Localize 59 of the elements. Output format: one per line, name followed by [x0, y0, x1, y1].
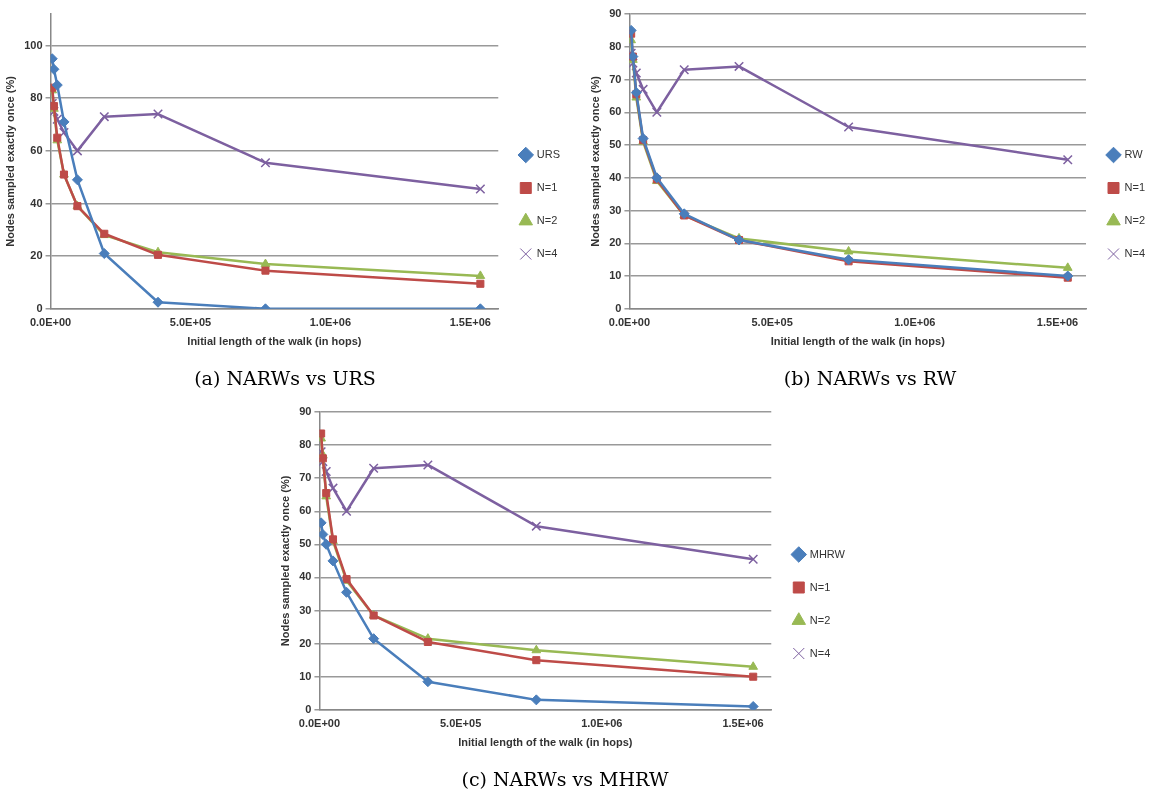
y-tick-label: 70	[299, 471, 312, 484]
y-tick-label: 40	[30, 196, 43, 209]
y-tick-label: 0	[615, 301, 622, 314]
y-tick-label: 80	[30, 91, 43, 104]
y-axis-title: Nodes sampled exactly once (%)	[588, 75, 601, 247]
x-tick-label: 5.0E+05	[751, 316, 793, 329]
y-tick-label: 50	[299, 537, 312, 550]
y-tick-label: 70	[609, 72, 622, 85]
x-tick-label: 1.0E+06	[581, 717, 623, 730]
y-tick-label: 40	[299, 570, 312, 583]
y-tick-label: 50	[609, 138, 622, 151]
x-tick-label: 0.0E+00	[608, 316, 651, 329]
y-tick-label: 30	[299, 603, 312, 616]
y-tick-label: 90	[609, 7, 622, 20]
y-tick-label: 100	[24, 38, 43, 51]
legend-label: N=2	[536, 214, 558, 227]
y-tick-label: 60	[609, 105, 622, 118]
x-tick-label: 1.5E+06	[722, 717, 764, 730]
x-tick-label: 0.0E+00	[298, 717, 341, 730]
y-tick-label: 10	[299, 669, 312, 682]
legend-label: URS	[536, 148, 561, 161]
y-tick-label: 60	[299, 504, 312, 517]
text: (c) NARWs vs MHRW	[461, 767, 669, 790]
y-tick-label: 40	[609, 170, 622, 183]
y-tick-label: 80	[609, 39, 622, 52]
x-axis-title: Initial length of the walk (in hops)	[458, 735, 633, 748]
y-axis-title: Nodes sampled exactly once (%)	[278, 475, 291, 647]
y-tick-label: 20	[609, 236, 622, 249]
x-tick-label: 1.5E+06	[1036, 316, 1079, 329]
x-tick-label: 0.0E+00	[29, 316, 72, 329]
y-tick-label: 60	[30, 143, 43, 156]
x-tick-label: 1.0E+06	[894, 316, 936, 329]
x-tick-label: 5.0E+05	[439, 717, 482, 730]
text: (a) NARWs vs URS	[194, 366, 376, 389]
x-axis-title: Initial length of the walk (in hops)	[187, 334, 362, 347]
y-tick-label: 20	[299, 636, 312, 649]
x-tick-label: 1.0E+06	[309, 316, 352, 329]
legend-label: N=1	[1124, 181, 1146, 194]
x-tick-label: 5.0E+05	[169, 316, 212, 329]
legend-label: N=2	[809, 613, 831, 626]
x-tick-label: 1.5E+06	[449, 316, 491, 329]
y-tick-label: 0	[36, 301, 43, 314]
y-axis-title: Nodes sampled exactly once (%)	[3, 75, 16, 247]
y-tick-label: 20	[30, 249, 43, 262]
x-axis-title: Initial length of the walk (in hops)	[770, 334, 946, 347]
legend-label: MHRW	[809, 547, 846, 560]
y-tick-label: 30	[609, 203, 622, 216]
legend-label: N=4	[536, 247, 558, 260]
legend-label: N=4	[1124, 247, 1146, 260]
legend-label: RW	[1124, 148, 1144, 161]
legend-label: N=1	[809, 580, 831, 593]
legend-label: N=2	[1124, 214, 1146, 227]
text: (b) NARWs vs RW	[783, 366, 957, 389]
y-tick-label: 0	[305, 702, 312, 715]
legend-label: N=1	[536, 181, 558, 194]
y-tick-label: 80	[299, 438, 312, 451]
y-tick-label: 90	[299, 405, 312, 418]
legend-label: N=4	[809, 646, 831, 659]
y-tick-label: 10	[609, 269, 622, 282]
